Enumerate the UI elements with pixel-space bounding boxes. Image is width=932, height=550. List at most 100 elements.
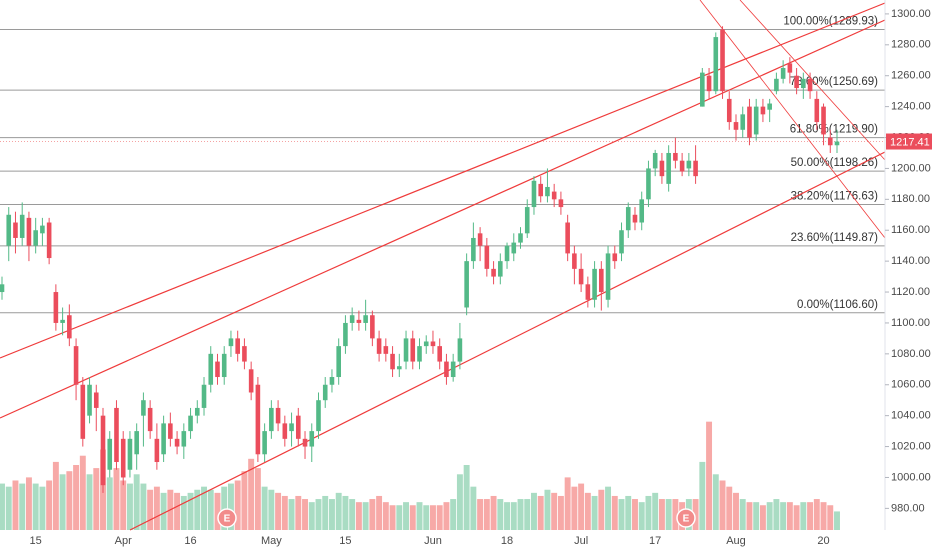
candle-body [363,315,368,323]
candle-body [154,438,160,463]
candle-body [774,78,779,92]
volume-bar [153,486,160,530]
volume-bar [470,486,477,530]
fib-label: 50.00%(1198.26) [791,157,879,169]
candle-body [67,315,72,339]
volume-bar [12,480,19,530]
volume-bar [315,499,322,530]
volume-bar [32,483,39,530]
candle-body [80,384,86,439]
volume-bar [544,489,551,530]
volume-bar [275,492,282,530]
channel-line [0,19,886,419]
candle-body [262,431,267,455]
x-tick-label: Aug [726,535,746,547]
earnings-marker[interactable] [676,508,696,528]
candle-body [376,338,382,354]
y-tick-label: 1160.00 [891,224,930,236]
y-tick-label: 1240.00 [891,101,931,113]
channel-line [0,2,886,359]
volume-bar [557,495,564,530]
volume-bar [52,461,59,530]
volume-bar [551,492,558,530]
candle-body [329,377,335,385]
volume-bar [834,511,840,530]
candle-body [726,98,732,123]
volume-bar [409,505,416,530]
x-tick-label: 17 [649,535,661,547]
volume-bar [349,499,356,530]
candle-body [625,207,631,231]
y-tick-label: 1140.00 [891,255,930,267]
volume-bar [800,502,807,530]
candle-body [6,214,12,246]
volume-bar [5,486,12,530]
x-tick-label: 16 [184,535,196,547]
candle-body [477,233,483,246]
x-tick-label: Jul [574,535,588,547]
volume-bar [517,499,524,530]
candle-body [221,353,227,378]
candle-body [599,268,604,293]
volume-bar [632,499,638,530]
candle-body [706,75,712,92]
volume-bar [369,499,376,530]
volume-bar [490,495,497,530]
volume-bar [281,495,288,530]
volume-bar [59,474,66,530]
volume-bar [719,480,726,530]
volume-bar [605,486,612,530]
candle-body [53,292,59,323]
volume-bar [207,489,214,530]
volume-bar [180,495,187,530]
volume-bar [524,499,531,530]
candle-body [255,384,261,455]
volume-bar [443,502,450,530]
candle-body [188,415,193,432]
candle-body [504,245,510,262]
fib-label: 61.80%(1219.90) [790,124,878,136]
volume-bar [46,480,53,530]
y-tick-label: 980.00 [891,502,925,514]
volume-bar [739,499,746,530]
y-tick-label: 1000.00 [891,471,931,483]
candle-body [289,423,294,432]
candle-body [673,152,678,161]
candle-body [471,237,476,262]
volume-bar [140,483,147,530]
volume-bar [430,505,436,530]
fib-label: 38.20%(1176.63) [791,191,879,203]
volume-bar [66,471,73,530]
earnings-marker[interactable] [217,508,237,528]
y-tick-label: 1040.00 [891,410,931,422]
volume-bar [160,492,167,530]
volume-bar [611,495,618,530]
candle-body [524,207,530,234]
volume-bar [79,455,86,530]
candle-body [322,384,328,401]
volume-bar [753,502,760,530]
volume-bar [133,474,140,530]
candle-body [464,261,469,308]
candle-body [275,407,281,424]
candle-body [147,407,153,432]
volume-bar [726,486,733,530]
candle-body [484,245,490,269]
trend-channels [0,0,886,531]
channel-line [129,151,886,531]
volume-bar [733,492,739,530]
x-tick-label: May [261,535,282,547]
volume-bar [759,505,766,530]
earnings-markers: E E [217,508,696,528]
x-tick-label: 15 [339,535,351,547]
volume-bar [355,502,362,530]
candle-body [383,346,389,354]
volume-bar [625,495,632,530]
volume-bar [214,492,221,530]
volume-bar [389,505,396,530]
volume-bar [786,502,793,530]
fib-label: 23.60%(1149.87) [791,232,879,244]
candle-body [518,233,523,243]
volume-bar [746,502,753,530]
